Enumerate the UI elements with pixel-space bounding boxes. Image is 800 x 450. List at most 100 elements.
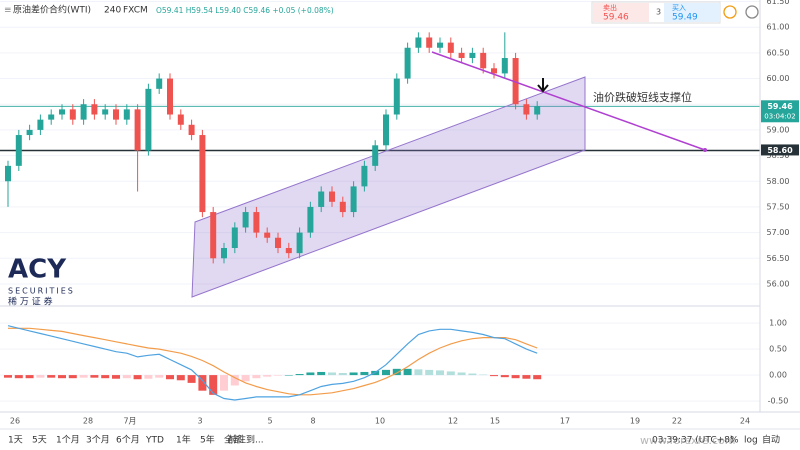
range-button[interactable]: 6个月 xyxy=(116,435,140,446)
range-button[interactable]: 3个月 xyxy=(86,435,110,446)
buy-price: 59.49 xyxy=(672,13,698,23)
price-label: 59.46 xyxy=(767,102,793,111)
price-label-box xyxy=(761,144,799,156)
histogram-bar xyxy=(176,375,185,381)
range-button[interactable]: 全部 xyxy=(224,434,242,446)
x-tick-label: 19 xyxy=(630,417,640,426)
candle-body xyxy=(393,78,400,115)
histogram-bar xyxy=(414,369,423,376)
y-tick-label: 56.00 xyxy=(767,279,790,288)
range-button[interactable]: 1个月 xyxy=(56,435,80,446)
histogram-bar xyxy=(360,371,369,376)
x-tick-label: 24 xyxy=(740,417,750,426)
candle-body xyxy=(501,58,508,74)
histogram-bar xyxy=(241,375,250,382)
y-tick-label: 0.00 xyxy=(769,371,787,380)
candle-body xyxy=(458,52,465,59)
candle-body xyxy=(372,145,379,166)
y-tick-label: -0.50 xyxy=(768,397,789,406)
histogram-bar xyxy=(457,372,466,376)
candle-body xyxy=(145,88,152,151)
histogram-bar xyxy=(522,375,531,379)
histogram-bar xyxy=(209,375,218,395)
candle-body xyxy=(534,106,541,115)
axes: 61.5061.0060.5060.0059.5059.0058.5058.00… xyxy=(10,0,799,426)
histogram-bar xyxy=(166,375,174,380)
candle-body xyxy=(307,206,314,233)
x-tick-label: 10 xyxy=(375,417,385,426)
source: FXCM xyxy=(123,6,148,16)
alert-icon[interactable] xyxy=(723,5,737,19)
candle-body xyxy=(15,135,22,166)
info-icon[interactable] xyxy=(745,5,759,19)
x-tick-label: 26 xyxy=(10,417,20,426)
percent-toggle[interactable]: % xyxy=(730,436,739,446)
candle-body xyxy=(167,78,173,115)
histogram-bar xyxy=(533,375,542,380)
histogram-bar xyxy=(500,375,509,378)
candle-body xyxy=(264,232,271,238)
histogram-bar xyxy=(112,375,120,379)
x-tick-label: 22 xyxy=(672,417,682,426)
histogram-bar xyxy=(220,375,228,391)
histogram-bar xyxy=(90,375,99,378)
sell-label: 卖出 xyxy=(603,3,617,12)
histogram-bar xyxy=(36,375,45,378)
range-button[interactable]: 5年 xyxy=(200,434,215,446)
candle-body xyxy=(37,119,44,130)
histogram-bar xyxy=(392,368,401,376)
candle-body xyxy=(221,248,227,259)
histogram-bar xyxy=(252,375,261,379)
histogram-bar xyxy=(122,375,131,379)
y-tick-label: 56.50 xyxy=(767,254,790,263)
range-button[interactable]: 1年 xyxy=(176,434,191,446)
candle-body xyxy=(339,201,346,213)
candle-body xyxy=(480,52,487,69)
y-tick-label: 57.50 xyxy=(767,202,790,211)
interval[interactable]: 240 xyxy=(104,6,121,16)
candle-body xyxy=(102,109,109,115)
buy-button[interactable] xyxy=(664,3,720,22)
histogram-bar xyxy=(68,375,77,379)
macd-pane xyxy=(4,325,542,401)
range-button[interactable]: 1天 xyxy=(8,436,23,446)
log-toggle[interactable]: log xyxy=(744,436,758,446)
histogram-bar xyxy=(490,375,498,377)
x-tick-label: 5 xyxy=(267,417,272,426)
menu-icon[interactable]: ≡ xyxy=(4,6,12,16)
candle-body xyxy=(59,109,65,115)
histogram-bar xyxy=(133,375,142,380)
candle-body xyxy=(523,104,530,115)
x-tick-label: 15 xyxy=(490,417,500,426)
y-tick-label: 61.00 xyxy=(767,23,790,32)
candle-body xyxy=(350,186,357,213)
candle-body xyxy=(491,68,497,74)
histogram-bar xyxy=(230,375,239,386)
trend-end xyxy=(703,148,707,152)
sell-button[interactable] xyxy=(593,3,649,22)
symbol[interactable]: 原油差价合约(WTI) xyxy=(13,4,91,16)
x-tick-label: 12 xyxy=(448,417,458,426)
logo: ACY SECURITIES 稀 万 证 券 xyxy=(8,255,73,308)
histogram-bar xyxy=(446,371,455,376)
histogram-bar xyxy=(47,375,56,378)
trend-line xyxy=(431,51,706,151)
range-button[interactable]: YTD xyxy=(145,436,164,446)
candles xyxy=(5,32,541,264)
goto[interactable]: 前往到... xyxy=(228,434,264,446)
candle-body xyxy=(318,191,325,207)
histogram-bar xyxy=(306,372,315,376)
price-label-box xyxy=(761,100,799,123)
histogram-bar xyxy=(403,368,412,376)
histogram-bar xyxy=(338,373,347,376)
range-button[interactable]: 5天 xyxy=(32,436,47,446)
auto-toggle[interactable]: 自动 xyxy=(762,434,780,446)
candle-body xyxy=(177,114,184,125)
candle-body xyxy=(285,248,292,254)
histogram-bar xyxy=(101,375,110,379)
ohlc: O59.41 H59.54 L59.40 C59.46 +0.05 (+0.08… xyxy=(156,6,334,15)
candle-body xyxy=(415,37,422,48)
candle-body xyxy=(242,212,249,228)
candle-body xyxy=(5,165,11,182)
